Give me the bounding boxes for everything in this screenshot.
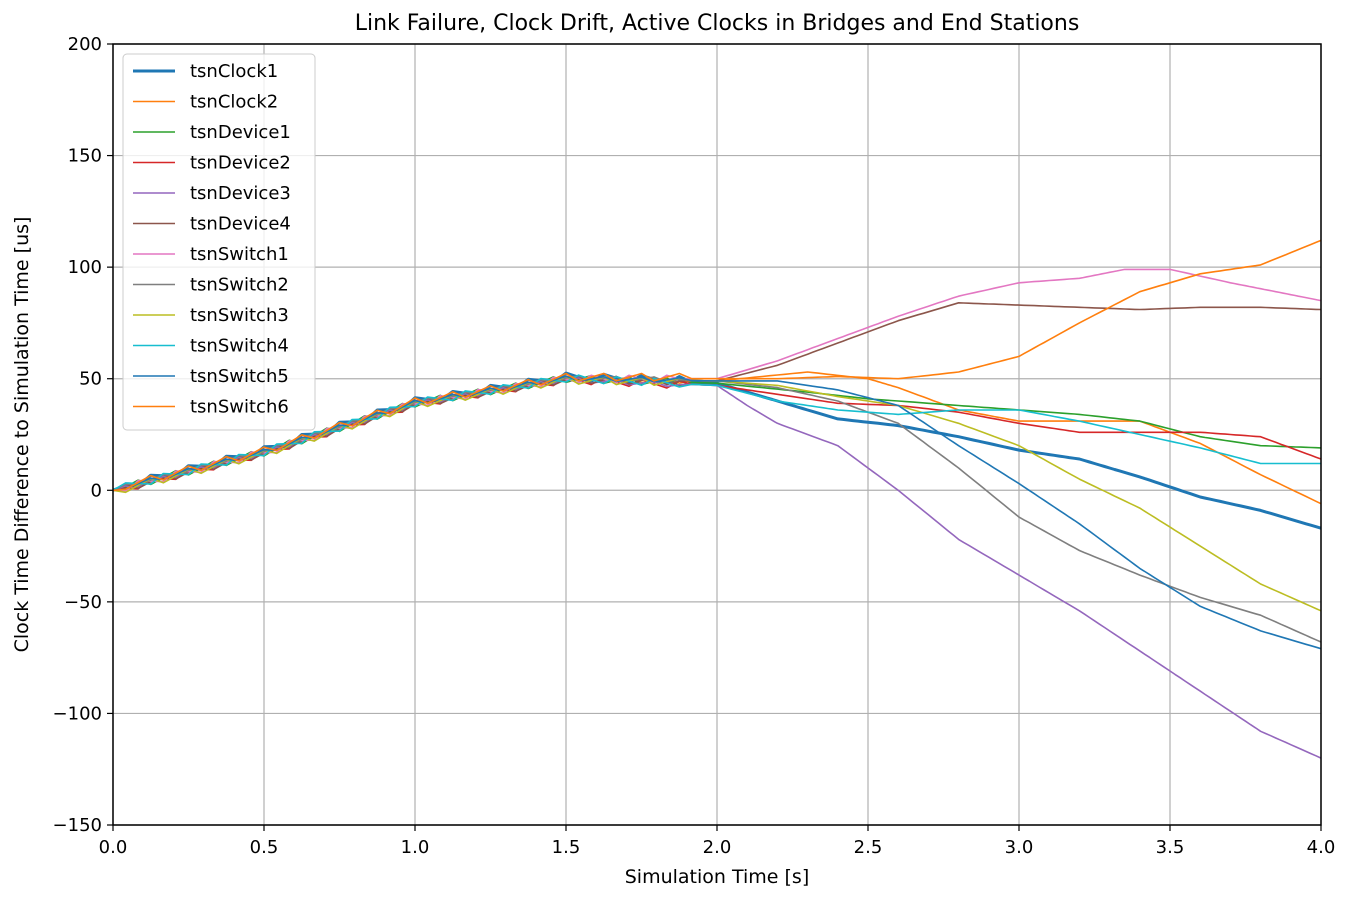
x-tick-label: 1.5 — [552, 837, 581, 858]
y-tick-label: −100 — [53, 703, 102, 724]
y-tick-label: −150 — [53, 815, 102, 836]
x-tick-label: 0.5 — [250, 837, 279, 858]
y-tick-label: 100 — [68, 257, 102, 278]
y-tick-label: 150 — [68, 146, 102, 167]
series-line-tsnSwitch4 — [112, 374, 1321, 491]
series-line-tsnSwitch1 — [112, 268, 1322, 493]
chart-title: Link Failure, Clock Drift, Active Clocks… — [355, 11, 1080, 36]
legend-label: tsnSwitch2 — [190, 275, 289, 296]
legend-label: tsnSwitch6 — [190, 397, 289, 418]
y-tick-label: 50 — [79, 369, 102, 390]
x-axis-label: Simulation Time [s] — [625, 866, 810, 888]
x-tick-label: 0.0 — [99, 837, 128, 858]
legend-label: tsnSwitch4 — [190, 336, 289, 357]
y-tick-label: 0 — [91, 480, 102, 501]
axis-ticks: 0.0 0.5 1.0 1.5 2.0 2.5 3.0 3.5 4.0 −150 −100 −50 0 5… — [53, 34, 1336, 858]
x-tick-label: 2.0 — [703, 837, 732, 858]
x-tick-label: 3.5 — [1156, 837, 1185, 858]
y-tick-label: −50 — [64, 592, 102, 613]
x-tick-label: 3.0 — [1005, 837, 1034, 858]
legend-label: tsnDevice2 — [190, 153, 291, 174]
series-line-tsnSwitch2 — [112, 375, 1322, 643]
x-tick-label: 2.5 — [854, 837, 883, 858]
legend: tsnClock1 tsnClock2 tsnDevice1 tsnDevice2 ts… — [122, 53, 316, 431]
legend-label: tsnDevice4 — [190, 214, 291, 235]
series-line-tsnSwitch6 — [112, 239, 1322, 492]
x-tick-label: 1.0 — [401, 837, 430, 858]
y-axis-label: Clock Time Difference to Simulation Time… — [11, 217, 33, 653]
legend-label: tsnSwitch5 — [190, 366, 289, 387]
legend-label: tsnClock1 — [190, 61, 278, 82]
plot-area — [112, 239, 1322, 759]
y-tick-label: 200 — [68, 34, 102, 55]
legend-label: tsnDevice3 — [190, 183, 291, 204]
legend-box — [122, 53, 316, 431]
legend-label: tsnSwitch3 — [190, 305, 289, 326]
legend-label: tsnSwitch1 — [190, 244, 289, 265]
legend-label: tsnDevice1 — [190, 122, 291, 143]
x-tick-label: 4.0 — [1307, 837, 1336, 858]
legend-label: tsnClock2 — [190, 92, 278, 113]
